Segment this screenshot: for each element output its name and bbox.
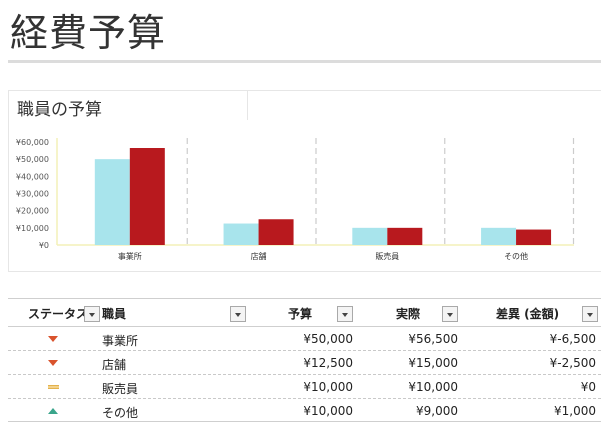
variance-header: 差異 (金額) (496, 307, 560, 321)
budget-cell: ¥10,000 (303, 380, 353, 394)
staff-header: 職員 (102, 307, 127, 321)
table-row[interactable]: 事業所 ¥50,000 ¥56,500 ¥-6,500 (8, 326, 601, 350)
status-up-icon (48, 408, 58, 414)
actual-cell: ¥10,000 (408, 380, 458, 394)
chart-tab: 職員の予算 (8, 90, 248, 120)
bar-budget (223, 223, 259, 245)
bar-budget (94, 159, 130, 245)
chart-panel: 職員の予算 ¥60,000 ¥50,000 ¥40,000 ¥30,000 ¥20,00… (8, 90, 601, 272)
staff-cell: その他 (102, 406, 139, 420)
bar-actual (516, 229, 552, 245)
status-down-icon (48, 336, 58, 342)
y-tick-label: ¥0 (39, 241, 49, 250)
staff-filter-button[interactable] (230, 306, 246, 322)
status-down-icon (48, 360, 58, 366)
staff-cell: 店舗 (102, 358, 127, 372)
variance-cell: ¥1,000 (554, 404, 596, 418)
x-tick-label: 店舗 (251, 251, 267, 261)
variance-filter-button[interactable] (582, 306, 598, 322)
status-equal-icon (48, 385, 59, 389)
actual-filter-button[interactable] (442, 306, 458, 322)
table-body: 事業所 ¥50,000 ¥56,500 ¥-6,500 店舗 ¥12,500 ¥15,000… (8, 326, 601, 422)
budget-cell: ¥12,500 (303, 356, 353, 370)
y-tick-label: ¥50,000 (16, 155, 49, 164)
actual-cell: ¥56,500 (408, 332, 458, 346)
y-tick-label: ¥10,000 (16, 224, 49, 233)
x-tick-label: 事業所 (118, 251, 142, 261)
actual-header: 実際 (396, 307, 421, 321)
y-tick-label: ¥60,000 (16, 138, 49, 147)
actual-cell: ¥15,000 (408, 356, 458, 370)
status-header: ステータス (28, 307, 89, 321)
budget-table: ステータス 職員 予算 実際 差異 (金額) 事業所 ¥50,000 ¥56,500… (8, 298, 601, 422)
budget-bar-chart: ¥60,000 ¥50,000 ¥40,000 ¥30,000 ¥20,000 ¥10,0… (16, 138, 575, 261)
bar-actual (387, 227, 423, 245)
actual-cell: ¥9,000 (416, 404, 458, 418)
variance-cell: ¥-6,500 (549, 332, 596, 346)
page-title: 経費予算 (10, 11, 167, 55)
table-header: ステータス 職員 予算 実際 差異 (金額) (8, 298, 601, 326)
bar-actual (129, 148, 165, 245)
y-tick-label: ¥40,000 (16, 172, 49, 181)
x-tick-label: その他 (504, 251, 528, 261)
y-tick-label: ¥20,000 (16, 207, 49, 216)
x-tick-label: 販売員 (375, 251, 399, 261)
budget-cell: ¥50,000 (303, 332, 353, 346)
bar-budget (481, 227, 517, 245)
staff-cell: 販売員 (102, 382, 139, 396)
budget-cell: ¥10,000 (303, 404, 353, 418)
title-divider (8, 60, 601, 63)
status-filter-button[interactable] (84, 306, 100, 322)
budget-header: 予算 (288, 307, 313, 321)
variance-cell: ¥-2,500 (549, 356, 596, 370)
staff-cell: 事業所 (102, 334, 139, 348)
chart-title: 職員の予算 (17, 100, 102, 120)
table-row[interactable]: 販売員 ¥10,000 ¥10,000 ¥0 (8, 374, 601, 398)
budget-filter-button[interactable] (337, 306, 353, 322)
table-row[interactable]: 店舗 ¥12,500 ¥15,000 ¥-2,500 (8, 350, 601, 374)
table-row[interactable]: その他 ¥10,000 ¥9,000 ¥1,000 (8, 398, 601, 422)
y-tick-label: ¥30,000 (16, 190, 49, 199)
bar-actual (258, 219, 294, 245)
variance-cell: ¥0 (580, 380, 596, 394)
bar-budget (352, 227, 388, 245)
